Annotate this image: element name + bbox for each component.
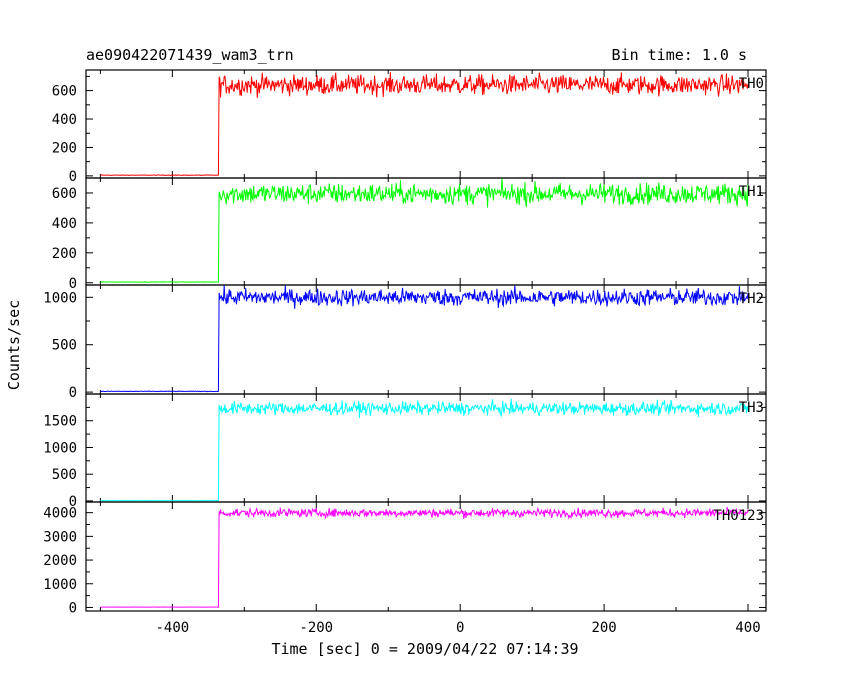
x-tick-label: 400: [735, 620, 760, 636]
x-axis-label: Time [sec] 0 = 2009/04/22 07:14:39: [271, 640, 578, 658]
series-line-th1: [100, 178, 749, 283]
y-tick-label: 1000: [43, 440, 77, 456]
y-tick-label: 200: [52, 140, 77, 156]
x-tick-label: 0: [456, 620, 464, 636]
x-tick-label: 200: [591, 620, 616, 636]
y-tick-label: 400: [52, 216, 77, 232]
panel-th2: 0 500 1000 TH2: [43, 284, 767, 401]
y-tick-label: 0: [69, 169, 77, 185]
y-tick-label: 200: [52, 246, 77, 262]
y-tick-label: 600: [52, 84, 77, 100]
y-tick-label: 2000: [43, 553, 77, 569]
panels-group: 0 200 400 600 TH0 0 200 400 600 TH1 0 500 1000 TH2 0 50…: [43, 69, 767, 636]
y-tick-label: 600: [52, 186, 77, 202]
series-label: TH1: [739, 184, 764, 200]
panel-th3: 0 500 1000 1500 TH3: [43, 393, 767, 510]
y-tick-label: 0: [69, 276, 77, 292]
y-tick-label: 0: [69, 494, 77, 510]
x-tick-label: -400: [155, 620, 189, 636]
x-tick-label: -200: [299, 620, 333, 636]
panel-th0123: 0 1000 2000 3000 4000 TH0123: [43, 501, 767, 616]
y-tick-label: 1000: [43, 577, 77, 593]
panel-th0: 0 200 400 600 TH0: [52, 69, 767, 185]
chart-title: ae090422071439_wam3_trn: [86, 46, 294, 64]
panel-th1: 0 200 400 600 TH1: [52, 177, 767, 292]
y-tick-label: 1000: [43, 290, 77, 306]
series-line-th3: [100, 398, 749, 502]
bin-time-label: Bin time: 1.0 s: [612, 46, 747, 64]
panel-frame: [85, 501, 767, 612]
y-tick-label: 500: [52, 467, 77, 483]
y-tick-label: 400: [52, 112, 77, 128]
panel-frame: [85, 393, 767, 503]
y-tick-label: 0: [69, 385, 77, 401]
series-label: TH0: [739, 76, 764, 92]
y-tick-label: 3000: [43, 529, 77, 545]
y-tick-label: 1500: [43, 414, 77, 430]
series-label: TH0123: [713, 508, 764, 524]
series-label: TH3: [739, 400, 764, 416]
series-line-th0: [100, 72, 749, 177]
series-line-th2: [100, 285, 749, 393]
series-label: TH2: [739, 291, 764, 307]
y-tick-label: 0: [69, 600, 77, 616]
y-tick-label: 4000: [43, 506, 77, 522]
series-line-th0123: [100, 506, 749, 608]
y-axis-label: Counts/sec: [5, 300, 23, 390]
y-tick-label: 500: [52, 338, 77, 354]
